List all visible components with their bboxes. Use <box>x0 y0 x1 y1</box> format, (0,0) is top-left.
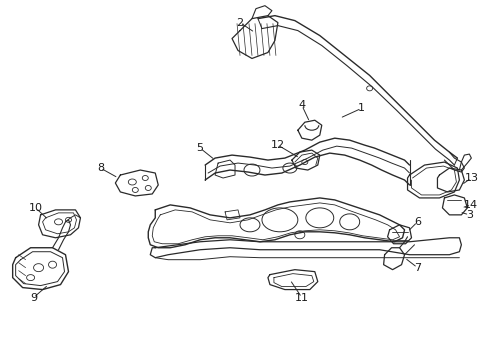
Text: 13: 13 <box>464 173 477 183</box>
Text: 11: 11 <box>294 293 308 302</box>
Text: 14: 14 <box>463 200 477 210</box>
Text: 1: 1 <box>357 103 365 113</box>
Text: 6: 6 <box>413 217 420 227</box>
Text: 12: 12 <box>270 140 285 150</box>
Text: 5: 5 <box>196 143 203 153</box>
Text: 10: 10 <box>28 203 42 213</box>
Text: 7: 7 <box>413 263 420 273</box>
Text: 2: 2 <box>236 18 243 28</box>
Text: 3: 3 <box>465 210 472 220</box>
Text: 8: 8 <box>97 163 104 173</box>
Text: 4: 4 <box>298 100 305 110</box>
Text: 9: 9 <box>30 293 37 302</box>
